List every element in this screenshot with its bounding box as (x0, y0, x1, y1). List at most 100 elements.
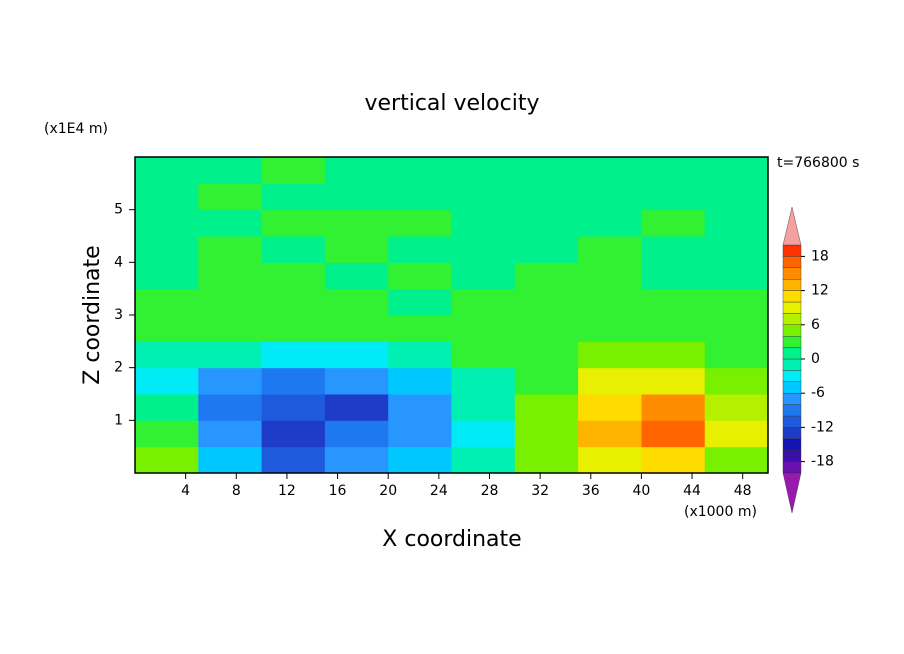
contour-cell (135, 157, 199, 184)
contour-cell (641, 394, 706, 421)
contour-cell (704, 157, 769, 184)
contour-cell (641, 341, 706, 369)
contour-cell (704, 183, 769, 211)
contour-cell (451, 236, 516, 263)
contour-cell (388, 157, 452, 184)
contour-cell (514, 236, 579, 263)
contour-cell (578, 209, 642, 237)
contour-cell (451, 315, 516, 342)
contour-cell (451, 341, 516, 369)
colorbar-tick-label: 0 (811, 351, 820, 367)
contour-cell (198, 394, 263, 421)
contour-cell (704, 315, 769, 342)
x-tick-label: 20 (379, 483, 397, 499)
y-tick-label: 1 (114, 412, 123, 428)
contour-cell (578, 236, 642, 263)
contour-cell (135, 315, 199, 342)
contour-cell (641, 262, 706, 290)
x-tick-label: 4 (181, 483, 190, 499)
contour-cell (514, 446, 579, 474)
contour-cell (514, 367, 579, 395)
x-tick-label: 16 (329, 483, 347, 499)
x-unit: (x1000 m) (684, 504, 757, 520)
colorbar-box (782, 324, 802, 337)
y-axis-label: Z coordinate (80, 245, 105, 384)
contour-cell (261, 341, 326, 369)
contour-cell (324, 157, 389, 184)
contour-cell (388, 446, 452, 474)
contour-cell (324, 420, 389, 448)
contour-cell (324, 209, 389, 237)
contour-cell (578, 394, 642, 421)
contour-cell (704, 288, 769, 316)
colorbar-box (782, 461, 802, 474)
x-tick-label: 28 (481, 483, 499, 499)
contour-cell (388, 394, 452, 421)
contour-cell (451, 209, 516, 237)
contour-cell (388, 341, 452, 369)
contour-cell (135, 367, 199, 395)
contour-cell (514, 262, 579, 290)
chart-title: vertical velocity (364, 91, 539, 116)
colorbar-box (782, 427, 802, 439)
contour-cell (641, 420, 706, 448)
contour-cell (578, 420, 642, 448)
contour-cell (324, 288, 389, 316)
x-tick-label: 36 (582, 483, 600, 499)
y-unit: (x1E4 m) (44, 121, 108, 137)
contour-cell (324, 394, 389, 421)
contour-cell (261, 183, 326, 211)
contour-cell (641, 367, 706, 395)
contour-cell (261, 394, 326, 421)
colorbar-box (782, 370, 802, 382)
colorbar-box (782, 347, 802, 360)
x-tick-label: 24 (430, 483, 448, 499)
contour-cell (578, 157, 642, 184)
contour-cell (324, 236, 389, 263)
contour-cell (261, 157, 326, 184)
x-tick-label: 44 (683, 483, 701, 499)
colorbar-box (782, 256, 802, 268)
contour-cell (261, 446, 326, 474)
contour-cell (198, 183, 263, 211)
contour-cell (451, 446, 516, 474)
contour-cell (451, 288, 516, 316)
contour-cell (578, 341, 642, 369)
y-tick-label: 3 (114, 307, 123, 323)
contour-cell (261, 315, 326, 342)
contour-cell (135, 236, 199, 263)
contour-cell (704, 394, 769, 421)
colorbar-box (782, 404, 802, 417)
contour-cell (641, 236, 706, 263)
contour-cell (704, 341, 769, 369)
contour-cell (135, 420, 199, 448)
contour-cell (388, 288, 452, 316)
contour-cell (198, 367, 263, 395)
contour-cell (451, 183, 516, 211)
contour-cell (261, 288, 326, 316)
colorbar-tick-label: 12 (811, 283, 829, 299)
contour-cell (261, 236, 326, 263)
contour-cell (261, 420, 326, 448)
x-tick-label: 32 (531, 483, 549, 499)
contour-cell (704, 367, 769, 395)
contour-cell (388, 315, 452, 342)
contour-cell (324, 446, 389, 474)
colorbar-top-arrow (782, 206, 802, 246)
x-tick-label: 8 (232, 483, 241, 499)
contour-cell (514, 209, 579, 237)
colorbar-box (782, 244, 802, 257)
colorbar-box (782, 358, 802, 371)
contour-cell (135, 288, 199, 316)
x-tick-label: 40 (632, 483, 650, 499)
colorbar-tick-label: -18 (811, 454, 834, 470)
contour-cell (198, 157, 263, 184)
contour-cell (578, 367, 642, 395)
contour-cell (198, 236, 263, 263)
colorbar-box (782, 381, 802, 394)
contour-cell (261, 209, 326, 237)
contour-cell (324, 367, 389, 395)
colorbar-box (782, 393, 802, 405)
time-label: t=766800 s (777, 155, 859, 171)
